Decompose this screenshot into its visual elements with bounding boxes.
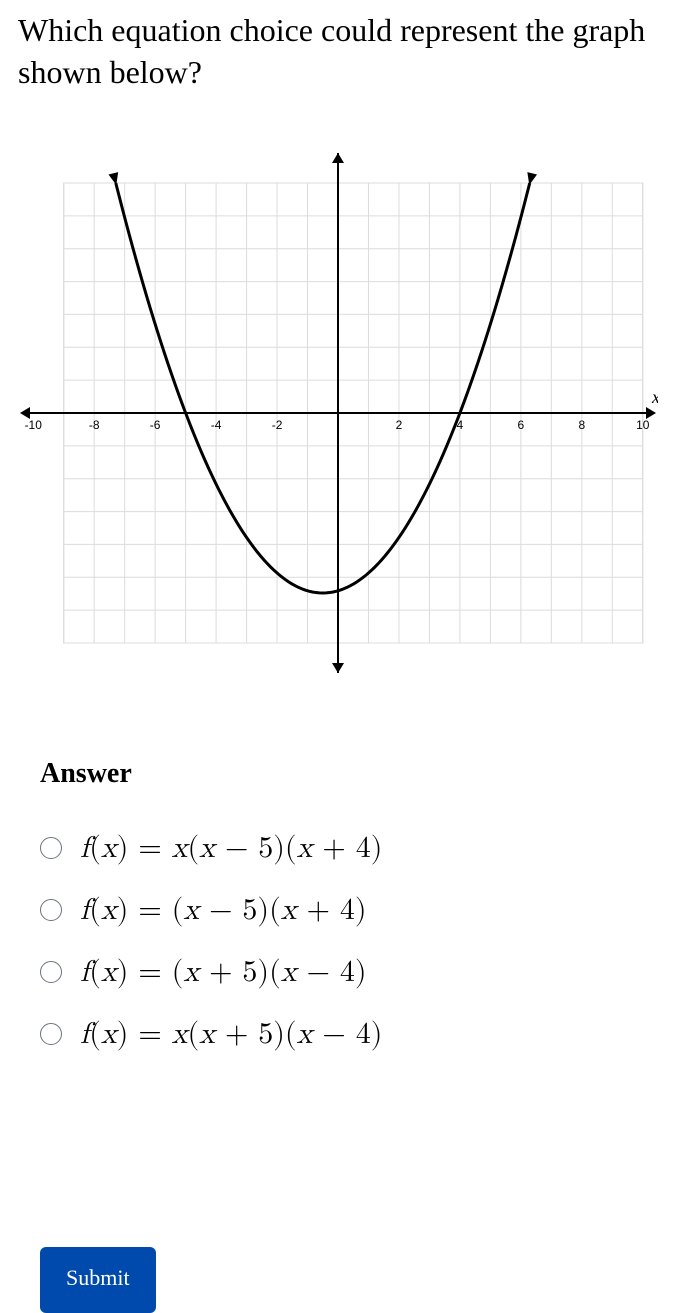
svg-text:x: x (651, 387, 658, 407)
choice-row: f(x) = x(x + 5)(x − 4) (40, 1016, 681, 1052)
svg-text:-8: -8 (89, 418, 100, 432)
choice-formula[interactable]: f(x) = x(x + 5)(x − 4) (80, 1016, 382, 1052)
choice-row: f(x) = x(x − 5)(x + 4) (40, 830, 681, 866)
svg-text:2: 2 (396, 418, 403, 432)
submit-button[interactable]: Submit (40, 1247, 156, 1313)
svg-text:-4: -4 (211, 418, 222, 432)
radio-button[interactable] (40, 899, 62, 921)
choice-row: f(x) = (x − 5)(x + 4) (40, 892, 681, 928)
choice-formula[interactable]: f(x) = (x − 5)(x + 4) (80, 892, 367, 928)
radio-button[interactable] (40, 961, 62, 983)
question-text: Which equation choice could represent th… (0, 0, 681, 113)
radio-button[interactable] (40, 837, 62, 859)
choice-formula[interactable]: f(x) = (x + 5)(x − 4) (80, 954, 367, 990)
chart-svg: -10-8-6-4-2246810yx (18, 153, 658, 693)
svg-text:10: 10 (636, 418, 650, 432)
answer-heading: Answer (0, 698, 681, 790)
radio-button[interactable] (40, 1023, 62, 1045)
choice-row: f(x) = (x + 5)(x − 4) (40, 954, 681, 990)
svg-text:-6: -6 (150, 418, 161, 432)
svg-text:6: 6 (518, 418, 525, 432)
choices-list: f(x) = x(x − 5)(x + 4) f(x) = (x − 5)(x … (0, 790, 681, 1052)
svg-text:-2: -2 (272, 418, 283, 432)
svg-text:8: 8 (578, 418, 585, 432)
choice-formula[interactable]: f(x) = x(x − 5)(x + 4) (80, 830, 382, 866)
svg-text:-10: -10 (25, 418, 43, 432)
chart-container: -10-8-6-4-2246810yx (0, 153, 681, 698)
